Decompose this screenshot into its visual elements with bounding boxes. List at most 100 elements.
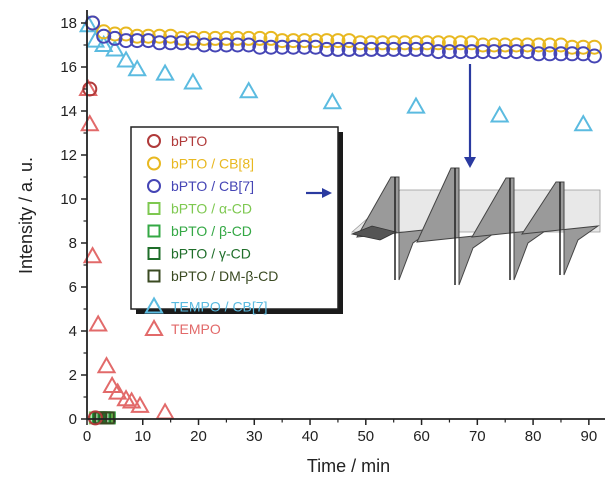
data-point [121, 391, 142, 409]
data-point [96, 24, 112, 40]
data-point [319, 33, 335, 49]
data-point [352, 41, 368, 57]
legend-label: bPTO / DM-β-CD [171, 268, 278, 284]
y-tick-label: 6 [69, 279, 77, 296]
y-tick-label: 0 [69, 411, 77, 428]
data-point [330, 33, 346, 49]
data-point [263, 30, 279, 46]
data-point [96, 28, 112, 44]
data-point [155, 63, 175, 81]
y-tick-label: 10 [60, 191, 77, 208]
legend-marker [147, 134, 161, 148]
x-tick-label: 80 [525, 428, 542, 445]
legend-item: bPTO / CB[8] [147, 156, 254, 172]
data-point [207, 30, 223, 46]
x-tick-label: 20 [190, 428, 207, 445]
data-point [163, 35, 179, 51]
data-point [196, 37, 212, 53]
legend-label: bPTO / β-CD [171, 223, 252, 239]
data-point [586, 48, 602, 64]
x-tick-label: 10 [134, 428, 151, 445]
data-point [82, 81, 98, 97]
data-point [386, 35, 402, 51]
y-tick-label: 2 [69, 367, 77, 384]
data-point [241, 30, 257, 46]
y-tick-label: 14 [60, 103, 77, 120]
ticks: 0 10 20 30 40 50 60 70 80 90 0 2 4 6 8 10 12 14 16 18 [60, 15, 597, 445]
data-point [486, 44, 502, 60]
data-point [408, 41, 424, 57]
data-point [308, 33, 324, 49]
data-point [183, 72, 203, 90]
data-point [140, 33, 156, 49]
x-tick-label: 40 [302, 428, 319, 445]
plot-area [78, 15, 602, 426]
legend-item: TEMPO / CB[7] [144, 296, 267, 315]
y-tick-label: 18 [60, 15, 77, 32]
data-point [185, 35, 201, 51]
data-point [274, 39, 290, 55]
data-point [285, 33, 301, 49]
data-point [575, 46, 591, 62]
data-point [207, 37, 223, 53]
data-point [508, 37, 524, 53]
x-tick-label: 90 [581, 428, 598, 445]
data-point [464, 35, 480, 51]
data-point [238, 81, 259, 99]
data-point [322, 92, 343, 110]
data-point [274, 33, 290, 49]
epr-inset-image [350, 167, 601, 286]
data-point [430, 44, 446, 60]
data-point [230, 37, 246, 53]
data-point [319, 41, 335, 57]
data-point [419, 35, 435, 51]
legend-item: TEMPO [144, 318, 221, 337]
legend-item: bPTO / γ-CD [147, 246, 251, 262]
data-point [230, 30, 246, 46]
data-point [508, 44, 524, 60]
data-point [107, 30, 123, 46]
data-point [82, 246, 103, 264]
series-2 [85, 15, 602, 64]
data-point [497, 37, 513, 53]
legend-item: bPTO / α-CD [147, 201, 252, 217]
data-point [80, 114, 100, 132]
data-point [363, 41, 379, 57]
data-point [116, 50, 136, 68]
x-tick-label: 0 [83, 428, 91, 445]
data-point [531, 37, 547, 53]
x-tick-label: 30 [246, 428, 263, 445]
data-point [87, 410, 103, 426]
y-tick-label: 8 [69, 235, 77, 252]
data-point [107, 382, 128, 400]
data-point [151, 35, 167, 51]
data-point [252, 30, 268, 46]
data-point [397, 35, 413, 51]
data-point [163, 28, 179, 44]
data-point [564, 39, 580, 55]
legend-marker [147, 224, 161, 238]
data-point [296, 33, 312, 49]
data-point [218, 30, 234, 46]
data-point [94, 411, 108, 425]
legend-marker [144, 318, 164, 337]
legend-label: TEMPO [171, 321, 221, 337]
x-tick-label: 50 [357, 428, 374, 445]
data-point [375, 41, 391, 57]
data-point [107, 26, 123, 42]
data-point [575, 39, 591, 55]
legend-item: bPTO / β-CD [147, 223, 252, 239]
data-point [93, 34, 114, 53]
legend-marker [147, 179, 161, 193]
data-point [430, 35, 446, 51]
data-point [155, 402, 175, 420]
data-point [386, 41, 402, 57]
data-point [130, 395, 150, 413]
data-point [475, 44, 491, 60]
legend-item: bPTO / DM-β-CD [147, 268, 278, 284]
legend-marker [147, 156, 161, 171]
y-axis-title: Intensity / a. u. [16, 157, 36, 274]
data-point [520, 44, 536, 60]
legend-label: TEMPO / CB[7] [171, 299, 267, 315]
